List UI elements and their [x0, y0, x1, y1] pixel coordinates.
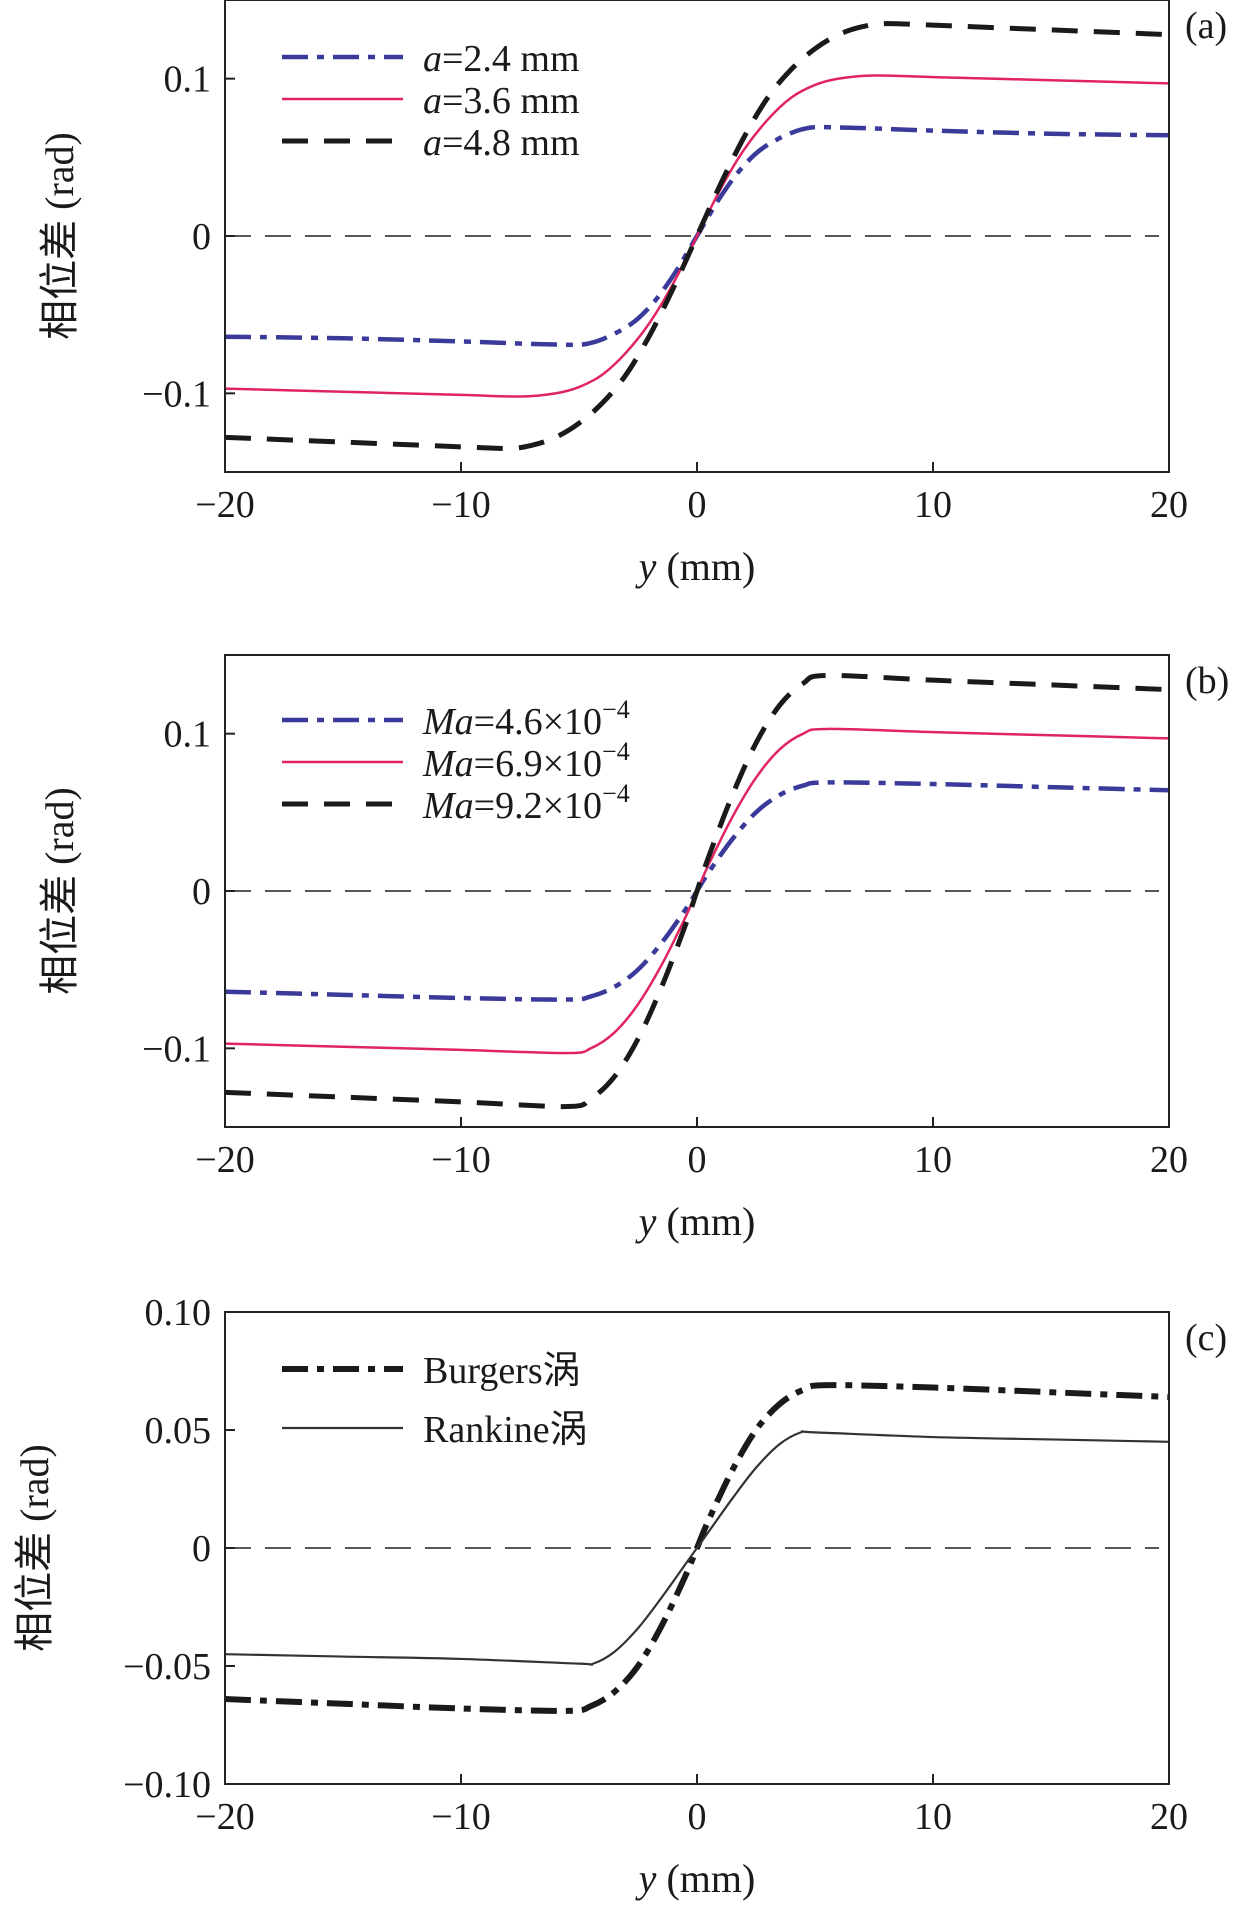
chart-panel-1: −20 −10 0 10 20 −0.1 0 0.1 y (mm) 相位差 (rad) (a) a=2…	[37, 0, 1227, 589]
x-tick-label: 0	[688, 1139, 707, 1181]
legend-variable: a	[423, 80, 442, 122]
y-tick-label: 0.10	[145, 1292, 212, 1334]
legend-value: =3.6 mm	[442, 80, 580, 122]
legend-value: =4.6×10	[474, 701, 602, 743]
legend: Burgers涡 Rankine涡	[282, 1350, 588, 1451]
y-axis-label: 相位差 (rad)	[37, 132, 82, 340]
legend-entry-3: Ma=9.2×10−4	[422, 779, 630, 827]
x-axis-label: y (mm)	[635, 544, 756, 589]
x-axis-variable: y	[635, 1856, 657, 1901]
legend-entry-2: a=3.6 mm	[423, 80, 580, 122]
x-tick-label: −10	[431, 484, 490, 526]
legend-exponent: −4	[602, 737, 630, 766]
y-tick-label: −0.1	[142, 373, 211, 415]
legend-exponent: −4	[602, 695, 630, 724]
legend-value: =2.4 mm	[442, 38, 580, 80]
y-tick-label: 0	[192, 1528, 211, 1570]
legend-value: Burgers涡	[423, 1350, 581, 1392]
y-axis-label: 相位差 (rad)	[37, 787, 82, 995]
x-axis-label: y (mm)	[635, 1199, 756, 1244]
y-axis-label: 相位差 (rad)	[12, 1444, 57, 1652]
series-line-2	[225, 1430, 1169, 1666]
x-tick-label: −20	[195, 1139, 254, 1181]
legend-variable: a	[423, 38, 442, 80]
legend-entry-3: a=4.8 mm	[423, 122, 580, 164]
x-axis-label: y (mm)	[635, 1856, 756, 1901]
x-tick-label: −20	[195, 484, 254, 526]
legend-exponent: −4	[602, 779, 630, 808]
legend-entry-2: Rankine涡	[423, 1409, 588, 1451]
y-tick-label: −0.05	[123, 1646, 211, 1688]
series-line-2	[225, 74, 1169, 398]
legend-value: =6.9×10	[474, 743, 602, 785]
y-tick-label: −0.10	[123, 1764, 211, 1806]
panel-label: (c)	[1185, 1317, 1227, 1359]
legend-variable: Ma	[422, 701, 474, 743]
x-tick-label: 10	[914, 1796, 952, 1838]
legend: Ma=4.6×10−4Ma=6.9×10−4Ma=9.2×10−4	[282, 695, 630, 827]
y-tick-label: −0.1	[142, 1028, 211, 1070]
x-axis-unit: (mm)	[656, 544, 755, 589]
x-axis-variable: y	[635, 1199, 657, 1244]
x-axis-unit: (mm)	[656, 1856, 755, 1901]
legend: a=2.4 mma=3.6 mma=4.8 mm	[282, 38, 580, 164]
legend-entry-1: a=2.4 mm	[423, 38, 580, 80]
legend-entry-2: Ma=6.9×10−4	[422, 737, 630, 785]
panel-label: (b)	[1185, 660, 1229, 702]
y-tick-label: 0	[192, 871, 211, 913]
x-tick-label: −20	[195, 1796, 254, 1838]
y-tick-label: 0.1	[164, 59, 212, 101]
x-tick-label: 20	[1150, 484, 1188, 526]
legend-value: Rankine涡	[423, 1409, 588, 1451]
chart-panel-2: −20 −10 0 10 20 −0.1 0 0.1 y (mm) 相位差 (rad) (b) Ma=…	[37, 654, 1229, 1244]
x-axis-unit: (mm)	[656, 1199, 755, 1244]
legend-entry-1: Burgers涡	[423, 1350, 581, 1392]
x-tick-label: 20	[1150, 1139, 1188, 1181]
y-tick-label: 0.1	[164, 714, 212, 756]
y-tick-label: 0	[192, 216, 211, 258]
x-tick-label: 10	[914, 484, 952, 526]
legend-entry-1: Ma=4.6×10−4	[422, 695, 630, 743]
x-tick-label: 0	[688, 484, 707, 526]
chart-panel-3: −20 −10 0 10 20 −0.10 −0.05 0 0.05 0.10 y (mm) 相位差 …	[12, 1292, 1227, 1901]
x-tick-label: −10	[431, 1139, 490, 1181]
x-tick-label: 10	[914, 1139, 952, 1181]
x-tick-label: 20	[1150, 1796, 1188, 1838]
x-axis-variable: y	[635, 544, 657, 589]
series-line-3	[225, 672, 1169, 1110]
x-tick-label: −10	[431, 1796, 490, 1838]
legend-variable: a	[423, 122, 442, 164]
panel-label: (a)	[1185, 5, 1227, 47]
legend-value: =4.8 mm	[442, 122, 580, 164]
x-tick-label: 0	[688, 1796, 707, 1838]
legend-variable: Ma	[422, 785, 474, 827]
legend-value: =9.2×10	[474, 785, 602, 827]
y-tick-label: 0.05	[145, 1410, 212, 1452]
legend-variable: Ma	[422, 743, 474, 785]
